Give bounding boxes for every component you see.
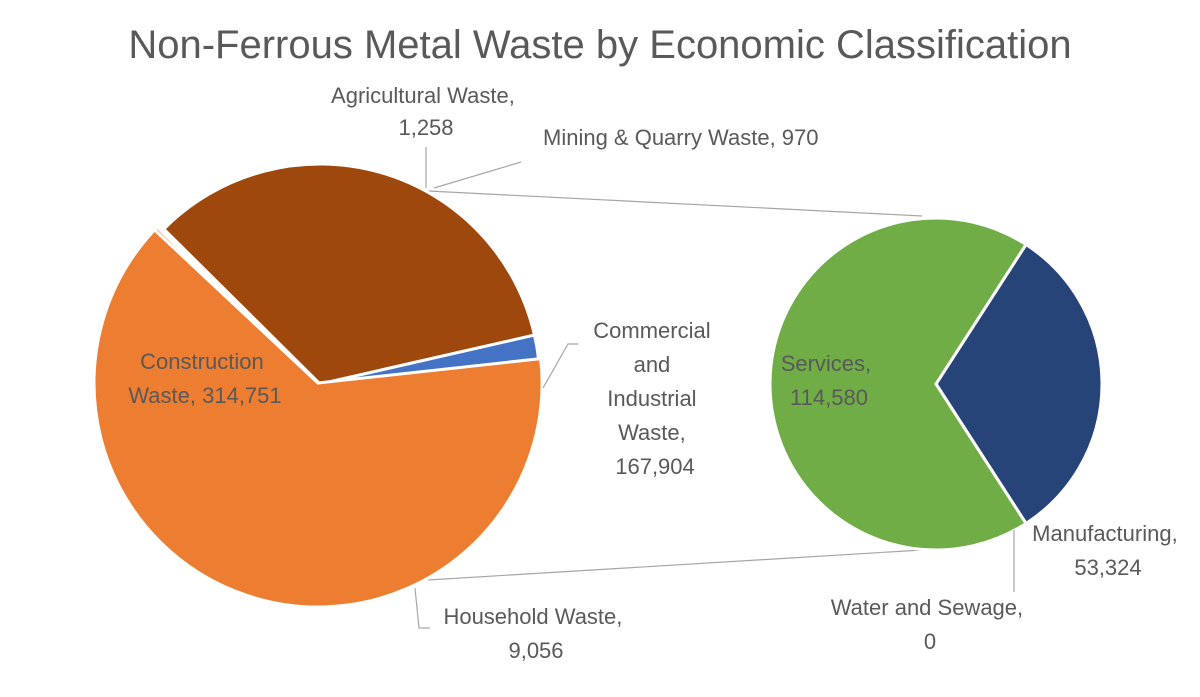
- manufacturing-label: Manufacturing, 53,324: [1032, 521, 1184, 580]
- commercial-industrial-waste-label: Commercial and Industrial Waste, 167,904: [593, 318, 716, 479]
- manufacturing-label-line-2: 53,324: [1074, 555, 1141, 580]
- commercial-label-line-5: 167,904: [615, 454, 695, 479]
- services-label-line-1: Services,: [781, 351, 871, 376]
- commercial-label-line-2: and: [634, 352, 671, 377]
- services-label-line-2: 114,580: [790, 385, 868, 410]
- household-label-line-1: Household Waste,: [443, 604, 622, 629]
- mining-quarry-waste-label-line-1: Mining & Quarry Waste, 970: [543, 125, 819, 150]
- connector-line-bottom: [427, 549, 923, 581]
- main-slice-construction-waste: [92, 228, 544, 609]
- commercial-leader-line: [542, 343, 578, 389]
- agricultural-waste-label: Agricultural Waste, 1,258: [331, 83, 521, 140]
- construction-waste-label: Construction Waste, 314,751: [128, 349, 281, 408]
- secondary-slice-manufacturing: [934, 243, 1104, 525]
- commercial-label-line-4: Waste,: [618, 420, 686, 445]
- secondary-pie: [768, 216, 1104, 552]
- mining-leader-line: [433, 161, 522, 189]
- agricultural-waste-label-line-1: Agricultural Waste,: [331, 83, 515, 108]
- construction-label-line-2: Waste, 314,751: [128, 383, 281, 408]
- water-sewage-label-line-1: Water and Sewage,: [831, 595, 1023, 620]
- main-pie: [92, 162, 544, 609]
- main-slice-commercial-and-industrial-waste: [162, 162, 536, 386]
- household-label-line-2: 9,056: [508, 638, 563, 663]
- main-pie-rest: [92, 225, 544, 609]
- services-label: Services, 114,580: [781, 351, 878, 410]
- commercial-label-line-1: Commercial: [593, 318, 710, 343]
- household-leader-line: [414, 587, 430, 629]
- main-slice-agricultural-waste: [153, 225, 320, 385]
- secondary-slice-services: [768, 216, 1028, 552]
- water-sewage-label-line-2: 0: [924, 629, 936, 654]
- mining-quarry-waste-label: Mining & Quarry Waste, 970: [543, 125, 819, 150]
- construction-label-line-1: Construction: [140, 349, 264, 374]
- agricultural-waste-label-line-2: 1,258: [398, 115, 453, 140]
- water-sewage-label: Water and Sewage, 0: [831, 595, 1030, 654]
- manufacturing-label-line-1: Manufacturing,: [1032, 521, 1178, 546]
- commercial-label-line-3: Industrial: [607, 386, 696, 411]
- chart-title: Non-Ferrous Metal Waste by Economic Clas…: [128, 23, 1071, 67]
- connector-line-top: [427, 190, 923, 217]
- household-waste-label: Household Waste, 9,056: [443, 604, 628, 663]
